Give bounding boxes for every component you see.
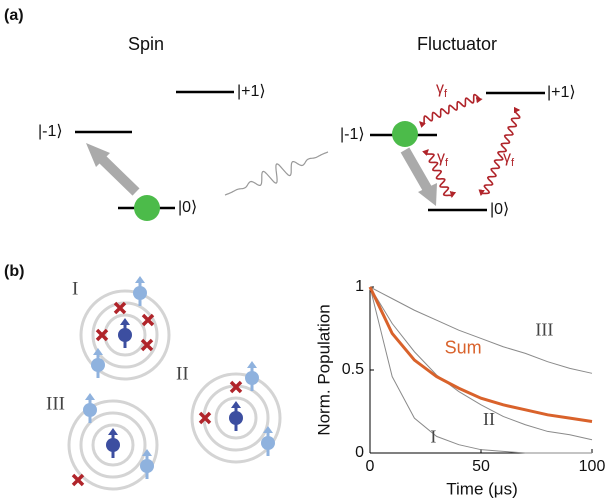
transition-arrow	[405, 150, 428, 190]
series-line	[370, 287, 592, 373]
x-axis-label: Time (μs)	[446, 479, 518, 498]
state-dot	[392, 121, 418, 147]
fluctuator-title: Fluctuator	[417, 34, 497, 54]
level-label: |+1⟩	[237, 83, 266, 100]
spin-head	[108, 428, 118, 435]
rate-subscript: f	[444, 88, 448, 100]
spin-head	[135, 276, 145, 283]
rate-arrow	[481, 110, 520, 195]
region-label: I	[72, 278, 78, 299]
figure: (a) Spin Fluctuator |-1⟩ |0⟩ |+1⟩ |-1⟩ |…	[0, 0, 613, 499]
defect	[73, 475, 83, 485]
level-label: |-1⟩	[38, 123, 63, 140]
transition-arrow	[100, 157, 136, 192]
series-line	[370, 287, 592, 453]
rate-symbol: γ	[503, 149, 511, 166]
spin	[245, 371, 259, 385]
series-label: I	[430, 426, 436, 446]
spin-head	[231, 401, 241, 408]
spin	[229, 411, 243, 425]
region-label: II	[176, 363, 189, 384]
photon	[225, 152, 328, 195]
x-tick-label: 0	[366, 458, 375, 475]
spin	[140, 459, 154, 473]
level-label: |0⟩	[178, 199, 197, 216]
rate-symbol: γ	[436, 80, 444, 97]
spin	[106, 438, 120, 452]
y-axis-label: Norm. Population	[314, 304, 333, 435]
rate-label: γf	[503, 149, 515, 169]
series-label: III	[535, 320, 553, 340]
rate-subscript: f	[511, 157, 515, 169]
spin	[91, 358, 105, 372]
panel-label: (b)	[4, 263, 24, 280]
spin	[133, 286, 147, 300]
state-dot	[134, 195, 160, 221]
level-label: |+1⟩	[547, 84, 576, 101]
spin-title: Spin	[128, 34, 164, 54]
level-label: |0⟩	[490, 201, 509, 218]
defect	[143, 315, 153, 325]
rate-symbol: γ	[437, 149, 445, 166]
spin-head	[247, 361, 257, 368]
series-label: II	[483, 409, 495, 429]
x-tick-label: 50	[472, 458, 490, 475]
spin-head	[85, 393, 95, 400]
spin	[261, 436, 275, 450]
y-tick-label: 1	[355, 278, 364, 295]
spin-head	[120, 318, 130, 325]
rate-label: γf	[437, 149, 449, 169]
atoms	[69, 276, 280, 489]
rate-subscript: f	[445, 157, 449, 169]
spin-head	[93, 348, 103, 355]
panel-label: (a)	[4, 7, 24, 24]
y-tick-label: 0	[355, 444, 364, 461]
rate-label: γf	[436, 80, 448, 100]
spin	[83, 403, 97, 417]
y-tick-label: 0.5	[342, 361, 364, 378]
level-label: |-1⟩	[340, 126, 365, 143]
x-tick-label: 100	[579, 458, 606, 475]
region-label: III	[46, 393, 65, 414]
spin	[118, 328, 132, 342]
series-label: Sum	[445, 337, 482, 357]
rate-arrow	[420, 95, 481, 125]
